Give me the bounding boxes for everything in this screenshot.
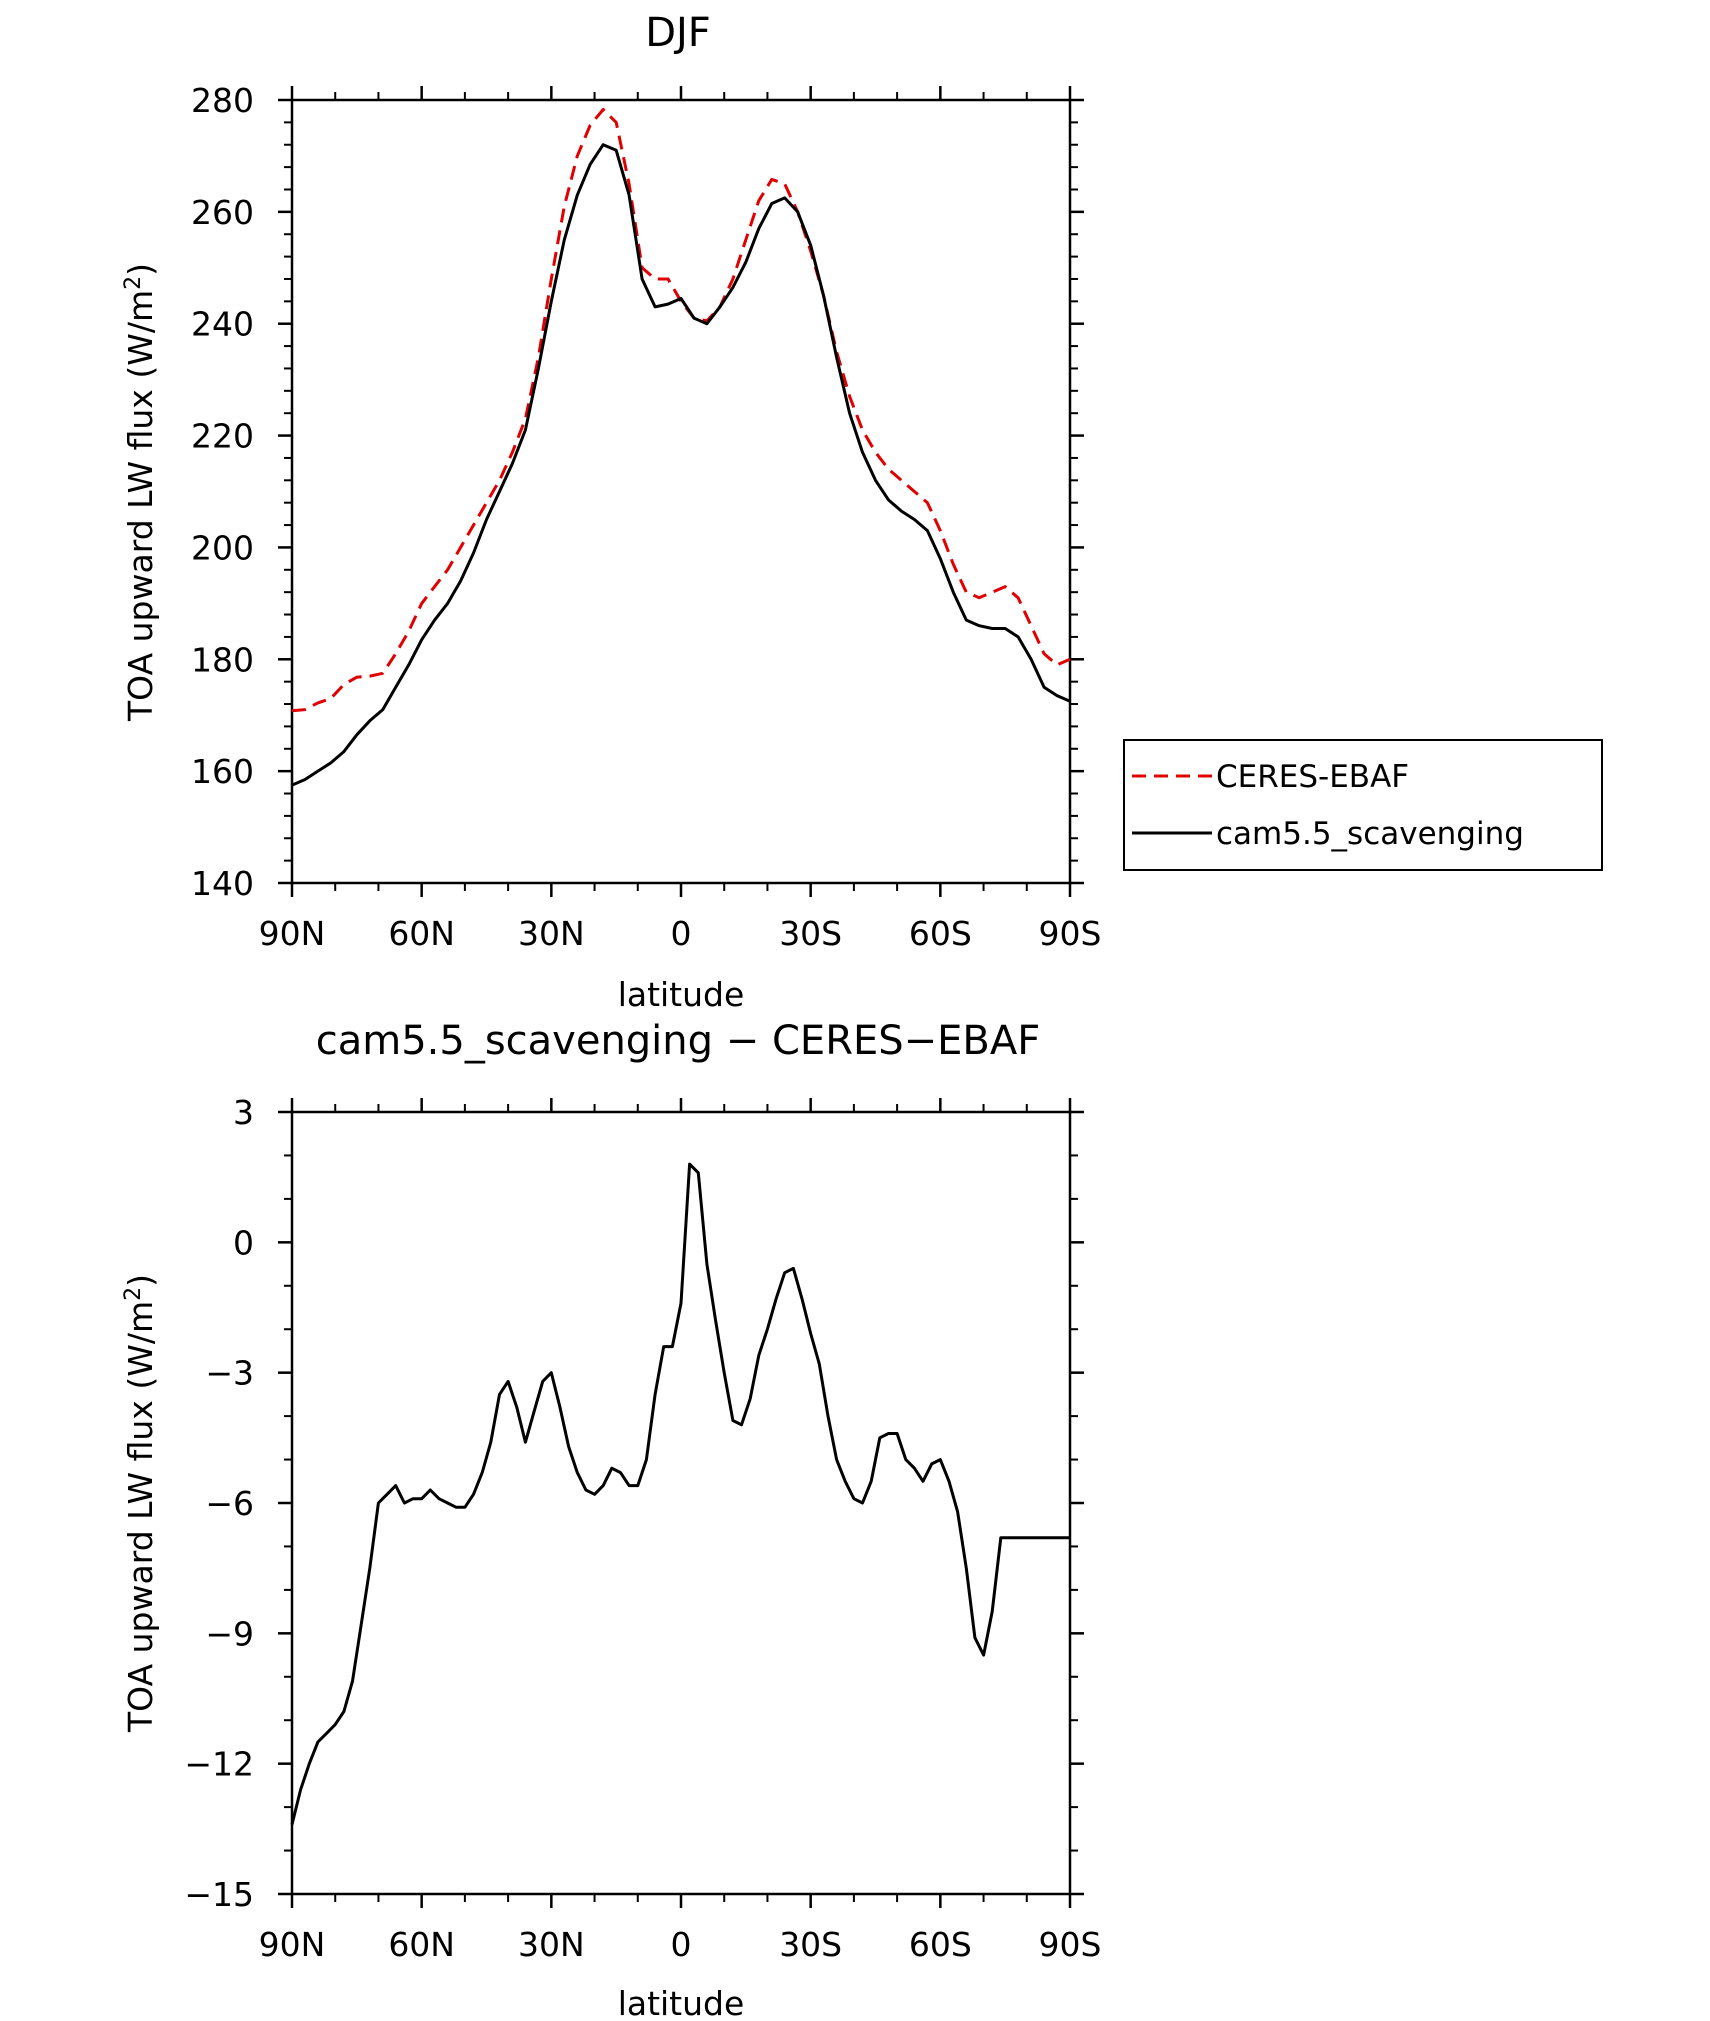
x-tick-label: 30N: [518, 1925, 585, 1964]
axis-ticks: [278, 1098, 1084, 1908]
y-axis-label-main: TOA upward LW flux (W/m: [121, 290, 160, 722]
legend-label-ceres-ebaf: CERES-EBAF: [1216, 759, 1409, 795]
x-tick-labels: 90N 60N 30N 0 30S 60S 90S: [259, 1925, 1102, 1964]
x-tick-label: 60S: [909, 1925, 972, 1964]
y-tick-labels: −15 −12 −9 −6 −3 0 3: [184, 1093, 254, 1914]
x-tick-label: 0: [671, 914, 692, 953]
plot-frame: [290, 98, 1072, 885]
x-tick-label: 30S: [779, 914, 842, 953]
y-axis-label-main: TOA upward LW flux (W/m: [121, 1301, 160, 1733]
y-tick-labels: 140 160 180 200 220 240 260 280: [191, 81, 254, 903]
y-tick-label: 180: [191, 640, 254, 679]
chart-title: cam5.5_scavenging − CERES−EBAF: [316, 1018, 1041, 1064]
y-axis-label-tail: ): [121, 1274, 160, 1287]
x-tick-label: 90S: [1039, 1925, 1102, 1964]
series-line-ceres-ebaf: [291, 108, 1071, 713]
x-tick-label: 60S: [909, 914, 972, 953]
series-line-difference: [290, 1162, 1070, 1825]
x-tick-label: 90N: [259, 914, 326, 953]
y-axis-label-superscript: 2: [121, 1287, 146, 1301]
x-axis-label: latitude: [618, 1984, 745, 2021]
x-tick-label: 30N: [518, 914, 585, 953]
y-tick-label: 200: [191, 528, 254, 567]
y-tick-label: 160: [191, 752, 254, 791]
series-layer: [290, 1162, 1070, 1825]
y-tick-label: −3: [205, 1354, 254, 1393]
y-tick-label: 220: [191, 417, 254, 456]
x-tick-label: 90N: [259, 1925, 326, 1964]
y-tick-label: 3: [233, 1093, 254, 1132]
legend-box: [1123, 739, 1603, 871]
x-tick-label: 60N: [388, 914, 455, 953]
y-tick-label: 240: [191, 305, 254, 344]
x-tick-labels: 90N 60N 30N 0 30S 60S 90S: [259, 914, 1102, 953]
x-tick-label: 30S: [779, 1925, 842, 1964]
legend: CERES-EBAF cam5.5_scavenging: [1123, 739, 1603, 871]
legend-label-cam5-5-scavenging: cam5.5_scavenging: [1216, 816, 1524, 852]
chart-title: DJF: [645, 10, 711, 56]
y-tick-label: −9: [205, 1614, 254, 1653]
y-tick-label: −15: [184, 1875, 254, 1914]
y-tick-label: −12: [184, 1745, 254, 1784]
y-axis-label: TOA upward LW flux (W/m2): [121, 1274, 160, 1733]
y-axis-label-tail: ): [121, 263, 160, 276]
y-tick-label: 260: [191, 193, 254, 232]
axis-ticks: [278, 86, 1084, 897]
series-line-cam5-5-scavenging: [291, 143, 1071, 787]
y-tick-label: −6: [205, 1484, 254, 1523]
chart-difference: cam5.5_scavenging − CERES−EBAF −15 −12 −…: [121, 1018, 1101, 2021]
x-tick-label: 0: [671, 1925, 692, 1964]
plot-frame: [290, 1110, 1072, 1896]
y-axis-label: TOA upward LW flux (W/m2): [121, 263, 160, 722]
series-layer: [291, 108, 1071, 787]
y-tick-label: 0: [233, 1223, 254, 1262]
chart-djf: DJF 140 160 180 200 220 240 260 280 90N …: [121, 10, 1603, 1014]
y-tick-label: 280: [191, 81, 254, 120]
x-axis-label: latitude: [618, 975, 745, 1014]
x-tick-label: 90S: [1039, 914, 1102, 953]
y-tick-label: 140: [191, 864, 254, 903]
x-tick-label: 60N: [388, 1925, 455, 1964]
y-axis-label-superscript: 2: [121, 276, 146, 290]
